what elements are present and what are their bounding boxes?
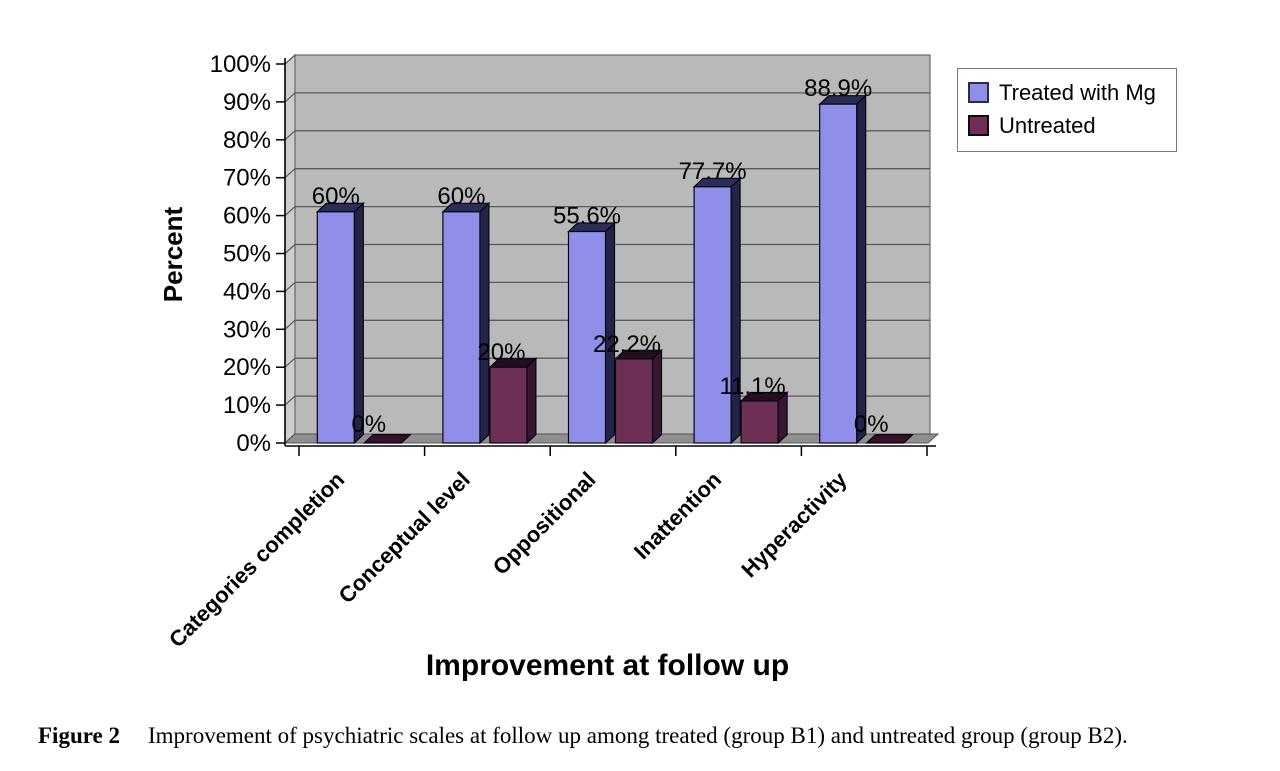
side-wall-gridline — [284, 54, 296, 65]
figure-caption: Figure 2 Improvement of psychiatric scale… — [38, 723, 1270, 749]
category-label: Oppositional — [488, 467, 601, 580]
legend-label-treated: Treated with Mg — [999, 79, 1156, 105]
category-label: Conceptual level — [334, 467, 475, 608]
bar-treated-4-front — [819, 103, 858, 444]
category-label: Inattention — [629, 467, 726, 564]
bar-treated-3-side — [730, 176, 741, 445]
y-tick-label: 80% — [223, 127, 271, 154]
bar-treated-0-side — [353, 201, 364, 445]
category-label: Categories completion — [164, 467, 349, 652]
y-tick-label: 20% — [223, 354, 271, 381]
y-tick-label: 60% — [223, 203, 271, 230]
bar-untreated-2-side — [651, 348, 663, 445]
side-wall-gridline — [284, 206, 296, 217]
category-label: Hyperactivity — [736, 466, 852, 582]
caption-label: Figure 2 — [38, 723, 120, 748]
legend-label-untreated: Untreated — [999, 112, 1096, 138]
side-wall-gridline — [284, 92, 296, 103]
side-wall-gridline — [284, 168, 296, 179]
bar-treated-3-front — [693, 186, 732, 444]
data-label-untreated: 0% — [854, 411, 889, 438]
y-tick-label: 70% — [223, 165, 271, 192]
side-wall-gridline — [284, 395, 296, 406]
data-label-treated: 88.9% — [804, 75, 872, 102]
y-tick-label: 50% — [223, 241, 271, 268]
legend-item-treated: Treated with Mg — [968, 76, 1172, 109]
y-tick-label: 0% — [236, 430, 271, 457]
y-axis-title: Percent — [158, 206, 189, 303]
x-axis-title: Improvement at follow up — [425, 649, 790, 682]
bar-treated-2-front — [567, 230, 607, 444]
y-tick-label: 90% — [223, 89, 271, 116]
side-wall-gridline — [284, 130, 296, 141]
data-label-treated: 55.6% — [553, 203, 621, 230]
y-tick-label: 100% — [210, 51, 271, 78]
bar-untreated-0-flat — [362, 434, 412, 444]
data-label-treated: 77.7% — [679, 158, 747, 185]
data-label-untreated: 0% — [351, 411, 386, 438]
bar-untreated-1-side — [526, 357, 537, 445]
data-label-untreated: 11.1% — [719, 373, 785, 400]
side-wall-gridline — [284, 281, 296, 292]
treated-swatch-icon — [968, 82, 989, 103]
side-wall-gridline — [284, 319, 296, 330]
bar-treated-1-front — [442, 211, 481, 444]
bar-treated-1-side — [479, 201, 490, 445]
data-label-untreated: 22.2% — [593, 331, 661, 358]
data-label-treated: 60% — [437, 183, 485, 210]
bar-untreated-1-front — [489, 366, 528, 444]
untreated-swatch-icon — [968, 115, 989, 136]
legend-item-untreated: Untreated — [968, 109, 1172, 142]
bar-treated-4-side — [856, 94, 867, 445]
side-wall-gridline — [284, 357, 296, 368]
bar-untreated-4-flat — [865, 434, 915, 444]
side-wall-gridline — [284, 244, 296, 254]
bar-treated-0-front — [316, 211, 355, 444]
bar-untreated-2-front — [614, 358, 654, 444]
y-tick-label: 40% — [223, 278, 271, 305]
y-tick-label: 10% — [223, 392, 271, 419]
legend: Treated with Mg Untreated — [957, 68, 1177, 152]
caption-text: Improvement of psychiatric scales at fol… — [147, 723, 1128, 748]
data-label-treated: 60% — [312, 183, 360, 210]
data-label-untreated: 20% — [477, 339, 525, 366]
y-tick-label: 30% — [223, 316, 271, 343]
bar-untreated-3-front — [740, 400, 779, 444]
